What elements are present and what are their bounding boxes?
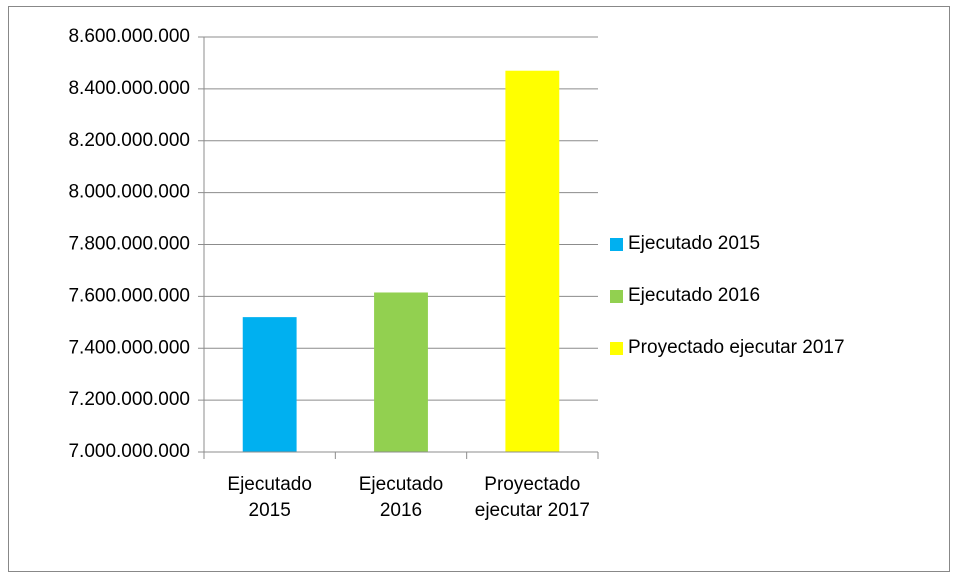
y-tick-label: 7.000.000.000 [68, 441, 190, 462]
legend-swatch [610, 238, 623, 251]
legend-swatch [610, 342, 623, 355]
y-tick-label: 8.600.000.000 [68, 26, 190, 47]
y-tick-label: 7.200.000.000 [68, 389, 190, 410]
chart-frame [8, 6, 950, 572]
y-tick-label: 7.600.000.000 [68, 285, 190, 306]
x-tick-label: Ejecutado 2015 [227, 474, 312, 521]
bar [505, 70, 560, 452]
legend-swatch [610, 290, 623, 303]
bar [242, 317, 297, 452]
y-tick-label: 7.400.000.000 [68, 337, 190, 358]
x-tick-label: Ejecutado 2016 [358, 474, 444, 521]
y-tick-label: 8.000.000.000 [68, 182, 190, 203]
y-tick-label: 8.400.000.000 [68, 78, 190, 99]
bar [374, 292, 428, 452]
y-tick-label: 7.800.000.000 [68, 234, 190, 255]
legend-label: Proyectado ejecutar 2017 [628, 337, 845, 358]
legend-label: Ejecutado 2015 [628, 233, 760, 254]
y-tick-label: 8.200.000.000 [68, 130, 190, 151]
legend-label: Ejecutado 2016 [628, 285, 760, 306]
x-tick-label: Proyectado ejecutar 2017 [474, 474, 590, 521]
